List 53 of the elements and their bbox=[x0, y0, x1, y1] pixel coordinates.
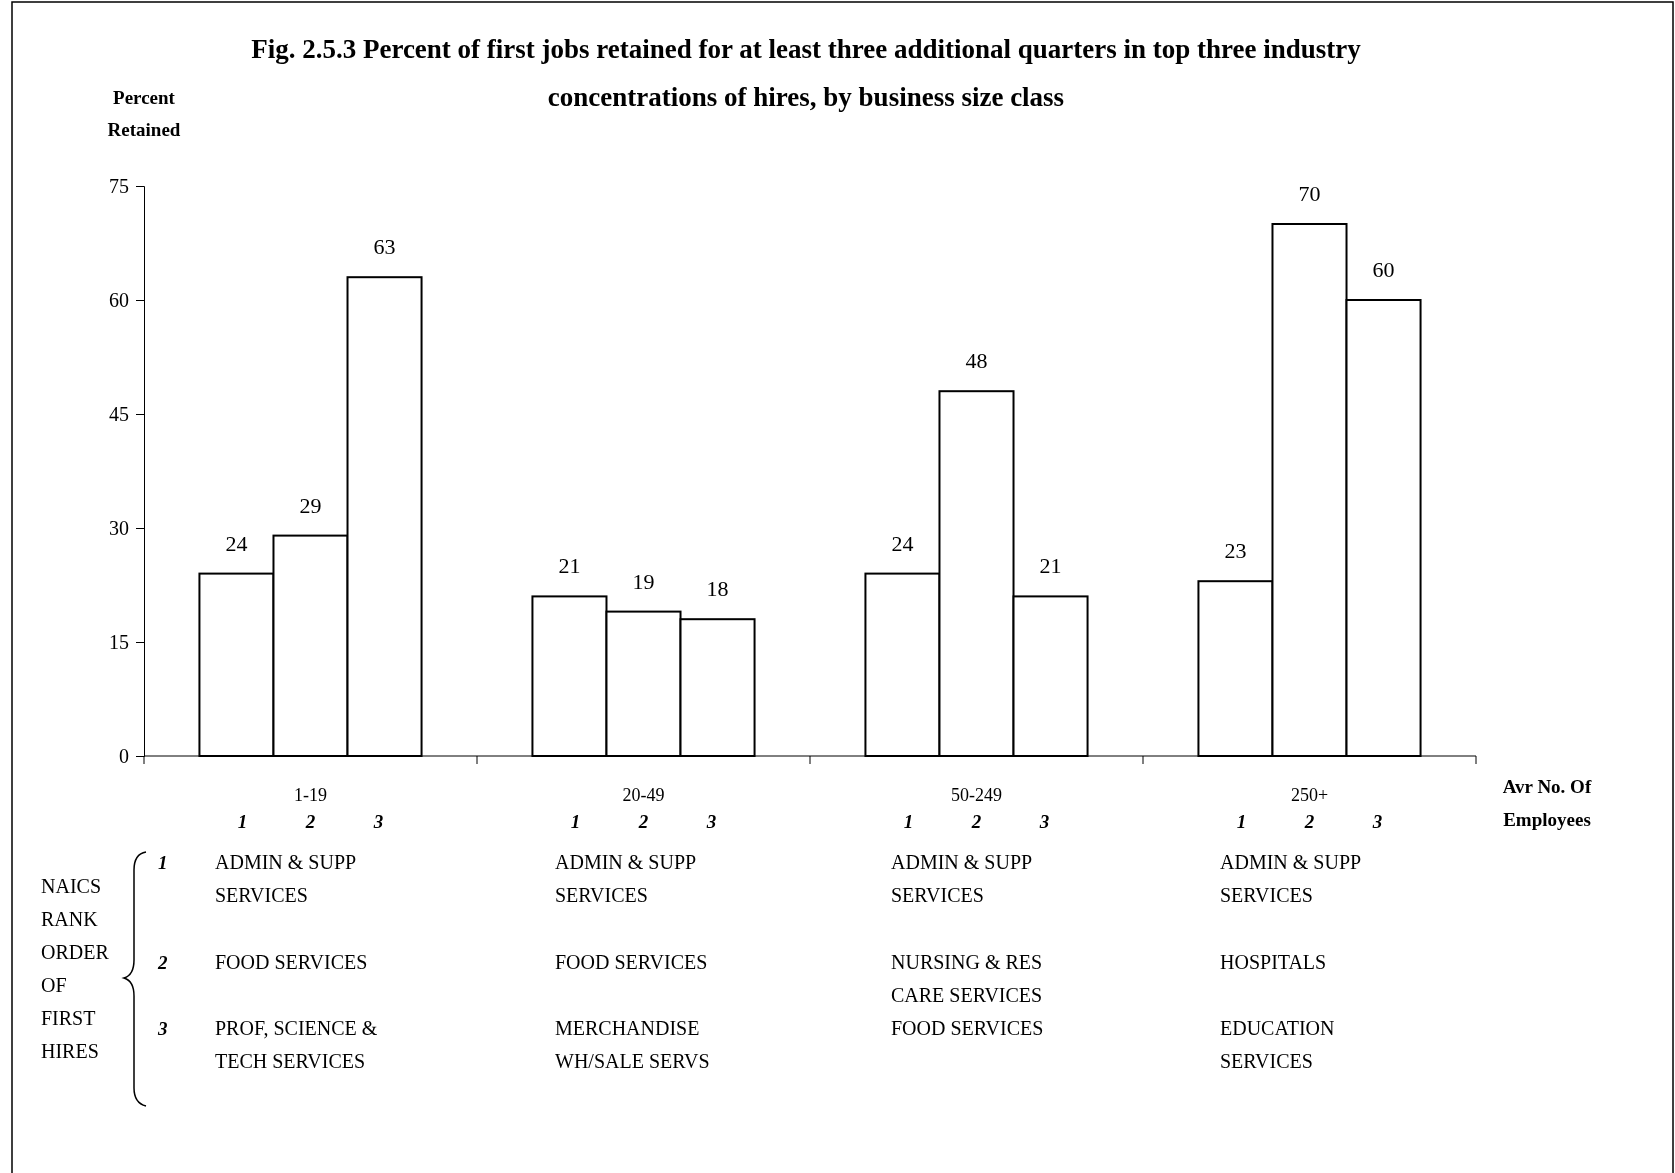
y-tick-label: 30 bbox=[109, 516, 129, 539]
text: 2 bbox=[1304, 811, 1315, 832]
text: ADMIN & SUPP SERVICES bbox=[215, 851, 357, 906]
text: 2 bbox=[304, 811, 316, 832]
text: ADMIN & SUPP SERVICES bbox=[1220, 851, 1362, 906]
text: ADMIN & SUPP SERVICES bbox=[891, 851, 1033, 906]
data-label: 21 bbox=[558, 553, 581, 579]
text: FOOD SERVICES bbox=[891, 1017, 1044, 1039]
text: 1 bbox=[1236, 811, 1247, 832]
y-tick-label: 15 bbox=[109, 630, 129, 653]
data-label: 24 bbox=[891, 530, 914, 556]
data-label: 63 bbox=[373, 234, 396, 260]
data-label: 21 bbox=[1039, 553, 1062, 579]
data-label: 18 bbox=[706, 576, 729, 602]
text: 2 bbox=[638, 811, 649, 832]
text: 3 bbox=[1039, 811, 1050, 832]
y-tick-label: 75 bbox=[109, 174, 129, 197]
text: 1 bbox=[237, 811, 248, 832]
data-label: 23 bbox=[1224, 538, 1247, 564]
text: NURSING & RES CARE SERVICES bbox=[891, 951, 1043, 1006]
text: NAICS RANK ORDER OF FIRST HIRES bbox=[41, 875, 110, 1062]
data-label: 70 bbox=[1298, 181, 1321, 206]
y-tick-label: 45 bbox=[109, 402, 129, 425]
text: 1 bbox=[570, 811, 581, 832]
x-axis-title: Avr No. Of Employees bbox=[1502, 776, 1592, 830]
text: HOSPITALS bbox=[1220, 951, 1327, 973]
chart-title: Fig. 2.5.3 Percent of first jobs retained for at least three additional quarters in top three industry concentrations of hires, by business size class bbox=[251, 34, 1362, 112]
text: 1 bbox=[903, 811, 914, 832]
y-tick-label: 0 bbox=[119, 744, 129, 767]
data-label: 29 bbox=[299, 492, 322, 518]
text: 2 bbox=[971, 811, 982, 832]
x-tick-label: 250+ bbox=[1290, 785, 1329, 805]
text: 3 bbox=[1372, 811, 1383, 832]
x-tick-label: 50-249 bbox=[951, 785, 1002, 805]
text: MERCHANDISE WH/SALE SERVS bbox=[555, 1017, 710, 1072]
text: 3 bbox=[706, 811, 717, 832]
y-axis-title: Percent Retained bbox=[107, 87, 181, 140]
text: 2 bbox=[158, 952, 168, 973]
text: FOOD SERVICES bbox=[555, 951, 708, 973]
x-tick-label: 1-19 bbox=[294, 785, 327, 805]
text: 3 bbox=[158, 1018, 168, 1039]
data-label: 60 bbox=[1372, 257, 1395, 282]
x-tick-label: 20-49 bbox=[622, 785, 665, 805]
text: 3 bbox=[372, 811, 384, 832]
text: FOOD SERVICES bbox=[215, 951, 368, 973]
text: PROF, SCIENCE & TECH SERVICES bbox=[215, 1017, 378, 1072]
text: 1 bbox=[158, 852, 168, 873]
data-label: 48 bbox=[965, 348, 988, 374]
y-tick-label: 60 bbox=[109, 288, 129, 311]
data-label: 19 bbox=[632, 568, 655, 594]
data-label: 24 bbox=[225, 530, 248, 556]
text: EDUCATION SERVICES bbox=[1220, 1017, 1335, 1072]
text: ADMIN & SUPP SERVICES bbox=[555, 851, 697, 906]
